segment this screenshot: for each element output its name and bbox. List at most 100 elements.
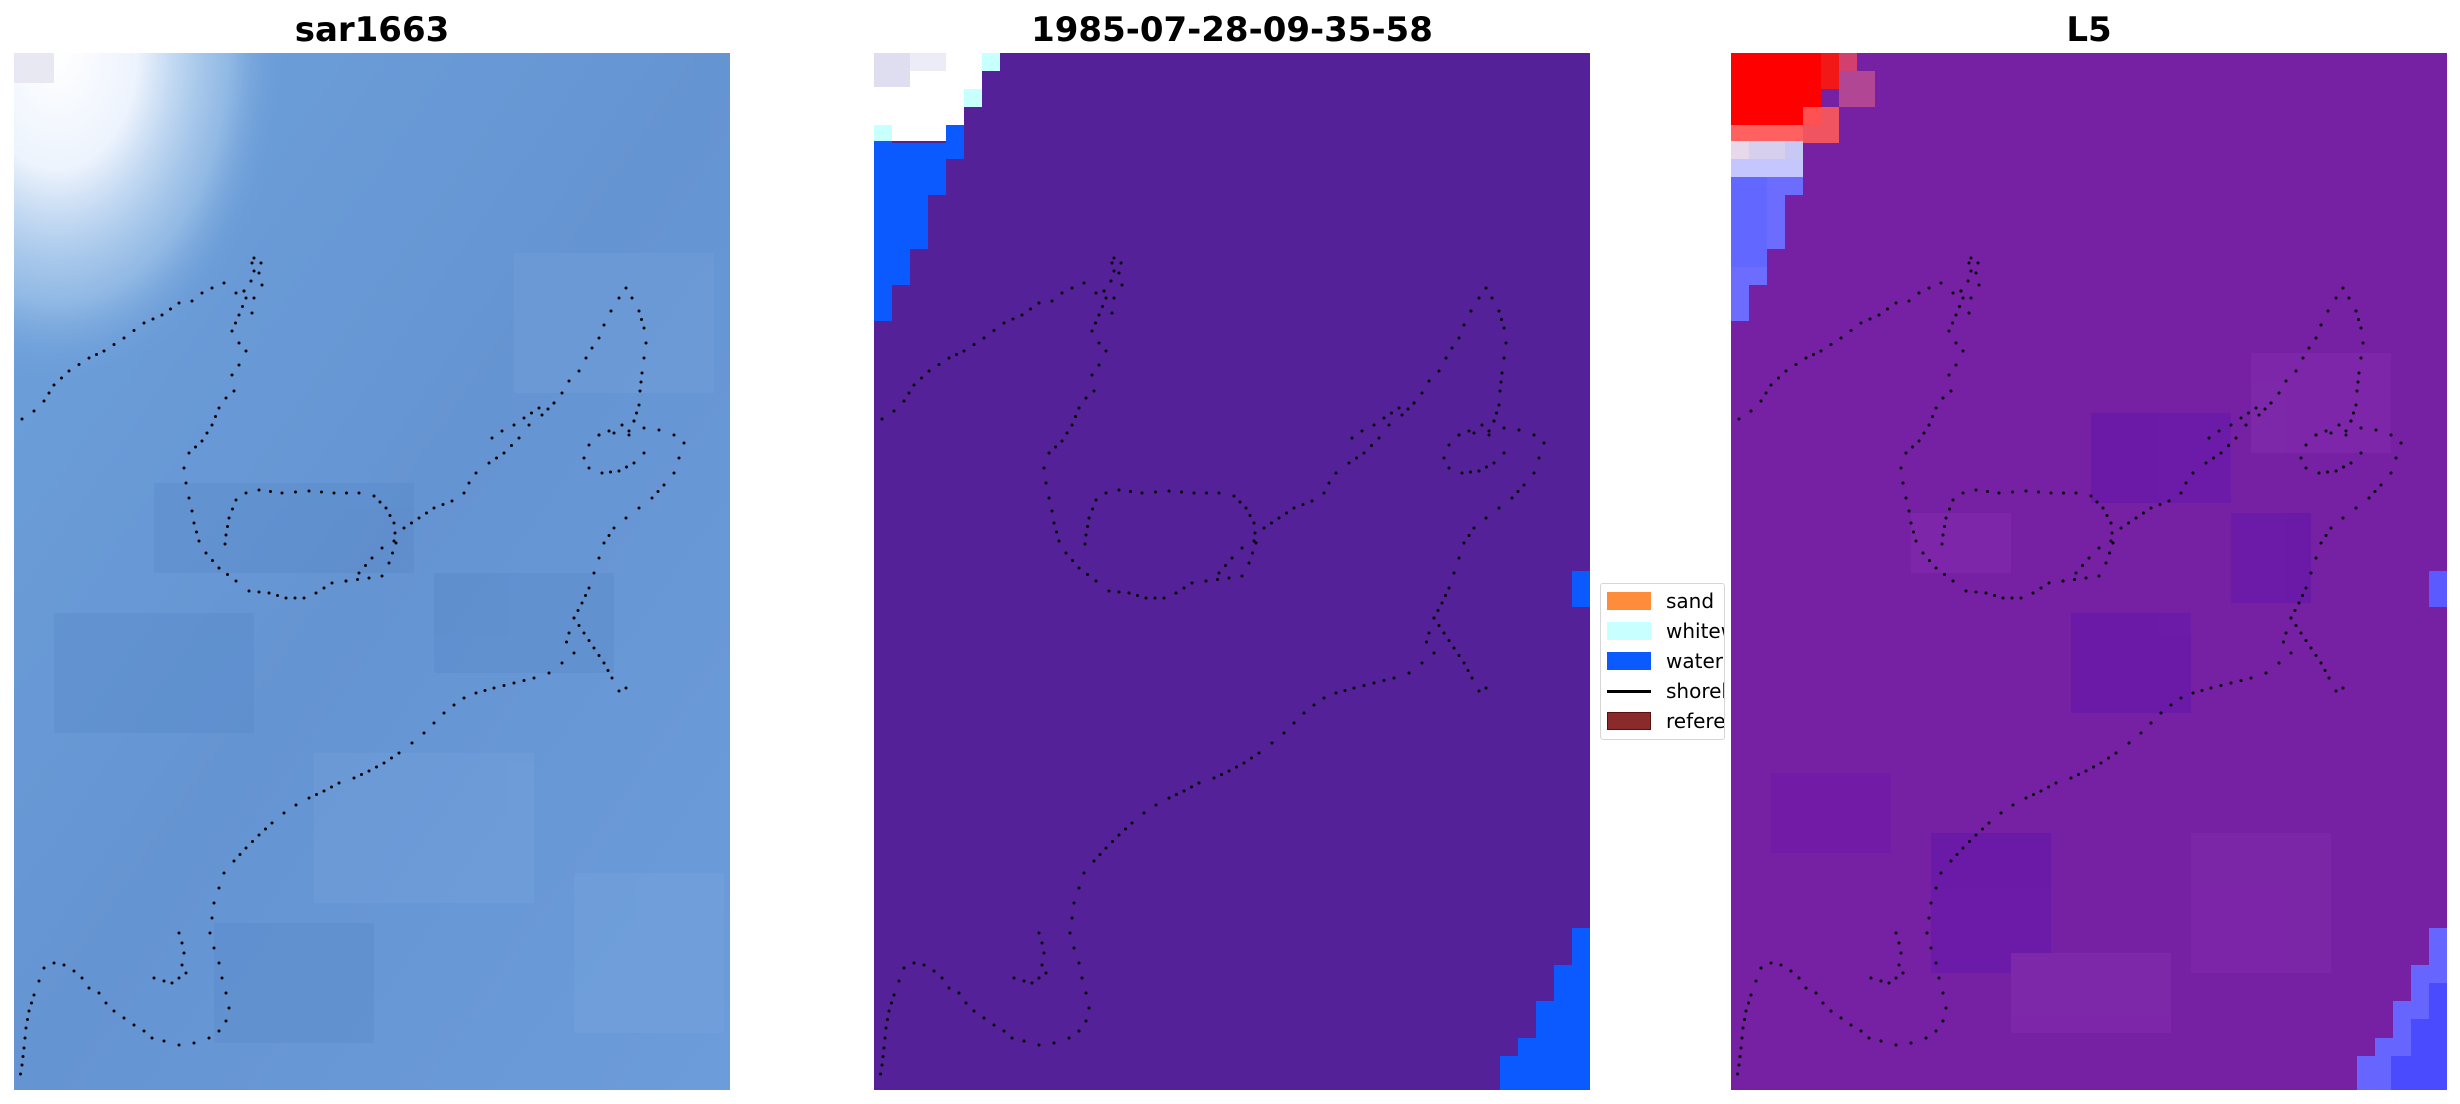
- shoreline-point: [510, 444, 513, 447]
- shoreline-point: [2294, 624, 2298, 627]
- shoreline-point: [1868, 317, 1872, 321]
- shoreline-point: [160, 313, 164, 317]
- shoreline-point: [142, 321, 146, 325]
- shoreline-point: [177, 301, 181, 305]
- shoreline-point: [1981, 827, 1984, 831]
- shoreline-point: [1040, 963, 1044, 967]
- shoreline-point: [1472, 526, 1476, 530]
- shoreline-point: [1044, 971, 1048, 975]
- shoreline-point: [1951, 498, 1955, 502]
- panel-title-classified: 1985-07-28-09-35-58: [1031, 10, 1433, 50]
- shoreline-point: [224, 991, 228, 995]
- shoreline-point: [1083, 542, 1087, 546]
- shoreline-point: [1167, 796, 1171, 800]
- shoreline-point: [80, 976, 84, 980]
- shoreline-point: [1070, 286, 1074, 290]
- shoreline-point: [640, 318, 643, 321]
- shoreline-point: [257, 488, 261, 492]
- shoreline-point: [606, 669, 610, 672]
- shoreline-point: [2341, 286, 2345, 290]
- shoreline-point: [2284, 631, 2288, 635]
- shoreline-point: [1789, 969, 1793, 973]
- shoreline-point: [1894, 931, 1898, 935]
- shoreline-point: [2127, 741, 2131, 745]
- shoreline-point: [230, 373, 234, 377]
- shoreline-point: [210, 916, 214, 920]
- shoreline-point: [1740, 1036, 1744, 1040]
- shoreline-point: [1136, 594, 1139, 597]
- shoreline-point: [150, 1036, 154, 1040]
- shoreline-point: [1382, 416, 1386, 420]
- shoreline-point: [432, 506, 436, 510]
- shoreline-point: [234, 579, 238, 583]
- shoreline-point: [1944, 516, 1948, 520]
- shoreline-point: [1352, 686, 1356, 690]
- shoreline-point: [197, 539, 201, 543]
- shoreline-point: [214, 415, 217, 418]
- shoreline-point: [2167, 499, 2171, 503]
- shoreline-point: [2304, 639, 2308, 642]
- shoreline-point: [1101, 305, 1104, 308]
- shoreline-point: [1819, 349, 1823, 353]
- shoreline-point: [2326, 470, 2329, 474]
- legend-swatch-sand: [1607, 592, 1651, 610]
- shoreline-point: [112, 343, 116, 346]
- shoreline-point: [1747, 1001, 1750, 1005]
- shoreline-point: [982, 1016, 986, 1020]
- shoreline-point: [210, 423, 214, 427]
- shoreline-point: [912, 961, 916, 965]
- shoreline-point: [217, 886, 221, 890]
- shoreline-point: [1492, 419, 1496, 423]
- shoreline-point: [1082, 871, 1086, 875]
- shoreline-point: [177, 976, 181, 980]
- shoreline-point: [1140, 491, 1144, 495]
- shoreline-point: [264, 827, 267, 831]
- shoreline-point: [1251, 551, 1254, 555]
- shoreline-point: [1939, 281, 1943, 285]
- shoreline-point: [1911, 445, 1914, 449]
- shoreline-point: [1355, 456, 1358, 460]
- shoreline-point: [394, 541, 398, 545]
- shoreline-point: [1102, 289, 1106, 293]
- shoreline-point: [1904, 496, 1908, 500]
- shoreline-point: [442, 711, 446, 715]
- shoreline-point: [450, 499, 454, 503]
- shoreline-point: [1517, 428, 1521, 432]
- shoreline-point: [345, 491, 348, 495]
- shoreline-point: [1442, 456, 1446, 460]
- shoreline-point: [1737, 417, 1741, 421]
- shoreline-point: [1372, 423, 1376, 427]
- shoreline-point: [580, 601, 584, 605]
- shoreline-point: [1077, 566, 1081, 570]
- shoreline-point: [1082, 281, 1086, 285]
- shoreline-point: [247, 589, 251, 593]
- shoreline-point: [162, 1039, 166, 1043]
- shoreline-point: [1974, 590, 1978, 594]
- shoreline-point: [220, 976, 224, 980]
- shoreline-point: [2179, 491, 2183, 495]
- shoreline-point: [1797, 976, 1801, 980]
- shoreline-point: [1502, 451, 1506, 455]
- shoreline-point: [1270, 521, 1273, 525]
- shoreline-point: [1894, 976, 1898, 980]
- shoreline-point: [1804, 986, 1808, 990]
- shoreline-point: [2104, 561, 2108, 565]
- shoreline-point: [2047, 785, 2050, 789]
- shoreline-point: [1986, 490, 1989, 493]
- shoreline-point: [26, 1018, 29, 1021]
- shoreline-point: [1484, 516, 1488, 520]
- shoreline-point: [322, 586, 326, 590]
- shoreline-point: [1117, 271, 1121, 275]
- shoreline-point: [1042, 466, 1046, 470]
- shoreline-point: [567, 379, 571, 383]
- shoreline-point: [592, 571, 596, 575]
- shoreline-point: [2234, 436, 2238, 440]
- shoreline-point: [2101, 506, 2105, 510]
- shoreline-point: [1943, 525, 1946, 528]
- shoreline-point: [1869, 976, 1873, 980]
- shoreline-point: [1097, 313, 1101, 317]
- shoreline-point: [1104, 296, 1108, 300]
- shoreline-point: [1993, 594, 1996, 597]
- shoreline-point: [1407, 671, 1411, 675]
- shoreline-point: [2389, 471, 2393, 475]
